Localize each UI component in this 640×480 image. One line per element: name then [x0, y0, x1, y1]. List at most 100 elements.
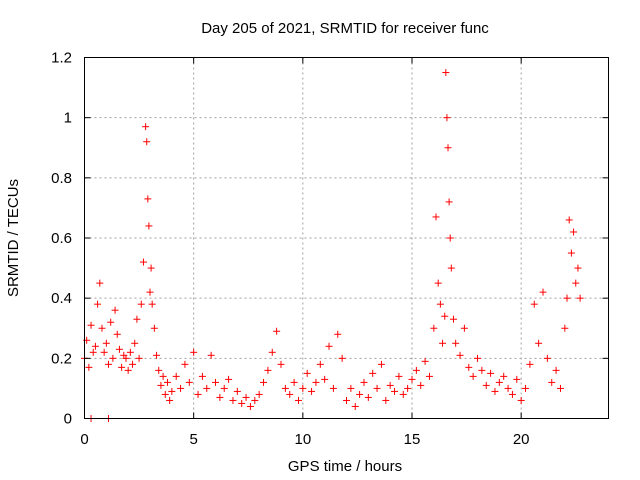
data-point — [166, 396, 174, 404]
data-point — [482, 381, 490, 389]
x-tick-label: 15 — [404, 431, 421, 448]
data-point — [316, 360, 324, 368]
data-point — [436, 300, 444, 308]
data-point — [334, 330, 342, 338]
y-tick-label: 0.8 — [51, 170, 72, 187]
data-point — [364, 393, 372, 401]
data-point — [556, 384, 564, 392]
data-point — [325, 342, 333, 350]
y-tick-label: 0.4 — [51, 290, 72, 307]
data-point — [465, 363, 473, 371]
data-point — [131, 339, 139, 347]
x-axis-label: GPS time / hours — [288, 458, 402, 475]
data-point — [572, 279, 580, 287]
data-point — [185, 378, 193, 386]
data-point — [115, 345, 123, 353]
data-point — [163, 378, 171, 386]
y-tick-label: 0.2 — [51, 350, 72, 367]
data-point — [85, 363, 93, 371]
data-point — [216, 393, 224, 401]
data-point — [446, 234, 454, 242]
data-point — [522, 384, 530, 392]
data-point — [105, 360, 113, 368]
data-point — [89, 348, 97, 356]
data-point — [347, 384, 355, 392]
data-point — [443, 114, 451, 122]
y-tick-labels: 0 0.2 0.4 0.6 0.8 1 1.2 — [51, 50, 72, 428]
data-point — [449, 315, 457, 323]
data-point — [391, 387, 399, 395]
data-point — [203, 384, 211, 392]
data-point — [251, 396, 259, 404]
data-point — [294, 396, 302, 404]
data-point — [161, 390, 169, 398]
data-point — [181, 360, 189, 368]
data-point — [373, 384, 381, 392]
data-point — [543, 354, 551, 362]
data-point — [445, 198, 453, 206]
data-point — [526, 360, 534, 368]
data-point — [576, 294, 584, 302]
data-point — [312, 378, 320, 386]
data-point — [147, 264, 155, 272]
data-point — [148, 300, 156, 308]
data-point — [329, 384, 337, 392]
data-point — [146, 288, 154, 296]
data-point — [565, 216, 573, 224]
data-point — [212, 378, 219, 386]
data-point — [321, 375, 329, 383]
data-point — [563, 294, 571, 302]
data-point — [504, 384, 512, 392]
data-point — [238, 399, 246, 407]
data-point — [139, 258, 147, 266]
data-point — [500, 372, 508, 380]
data-point — [452, 339, 460, 347]
data-point — [286, 390, 294, 398]
y-tick-label: 1 — [64, 110, 72, 127]
data-point — [260, 378, 268, 386]
data-point — [548, 378, 556, 386]
data-point — [338, 354, 346, 362]
data-point — [408, 375, 416, 383]
data-point — [142, 123, 150, 131]
data-point — [491, 387, 499, 395]
data-point — [133, 315, 141, 323]
data-point — [157, 381, 165, 389]
data-point — [469, 372, 477, 380]
data-point — [229, 396, 237, 404]
data-point — [102, 339, 110, 347]
data-point — [100, 348, 108, 356]
data-point — [225, 375, 233, 383]
data-point — [574, 264, 582, 272]
data-point — [299, 384, 307, 392]
data-point — [434, 279, 442, 287]
data-point — [460, 324, 468, 332]
data-point — [478, 366, 486, 374]
data-point — [268, 348, 276, 356]
data-point — [567, 249, 575, 257]
data-point — [442, 69, 450, 77]
axis-ticks — [84, 57, 609, 419]
data-point — [290, 378, 298, 386]
data-point — [561, 324, 569, 332]
data-point — [159, 372, 167, 380]
chart-title: Day 205 of 2021, SRMTID for receiver fun… — [201, 20, 489, 37]
data-point — [432, 213, 440, 221]
data-point — [144, 195, 152, 203]
data-point — [177, 384, 185, 392]
data-point — [308, 387, 316, 395]
data-point — [552, 366, 560, 374]
data-point — [508, 390, 516, 398]
data-point — [395, 372, 403, 380]
data-point — [447, 264, 455, 272]
data-point — [111, 306, 119, 314]
data-point — [126, 348, 134, 356]
data-point — [404, 384, 412, 392]
data-point — [96, 279, 104, 287]
data-point — [107, 318, 115, 326]
data-point — [530, 300, 538, 308]
data-point — [220, 384, 228, 392]
data-point — [421, 357, 429, 365]
